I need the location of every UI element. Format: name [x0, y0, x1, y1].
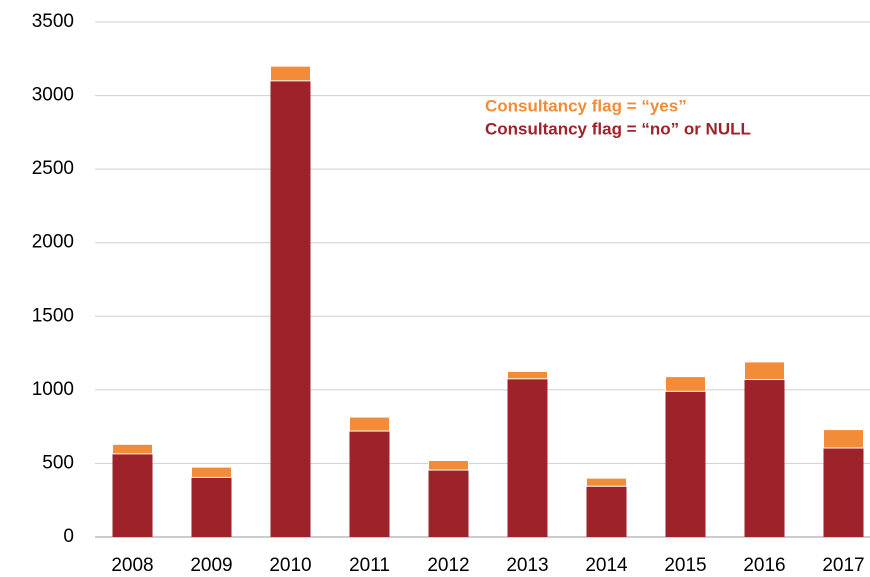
x-tick-label: 2017	[822, 555, 864, 576]
bar-segment	[428, 459, 469, 471]
bar-segment	[823, 429, 864, 449]
x-tick-label: 2013	[506, 555, 548, 576]
bar-segment	[744, 361, 785, 381]
bar-segment	[744, 379, 785, 537]
bar-segment	[112, 443, 153, 455]
y-tick-label: 1500	[32, 305, 74, 326]
y-tick-label: 3500	[32, 11, 74, 32]
x-tick-label: 2016	[743, 555, 785, 576]
y-tick-label: 0	[63, 526, 74, 547]
bar-segment	[349, 431, 390, 537]
x-tick-label: 2014	[585, 555, 628, 576]
x-tick-label: 2015	[664, 555, 706, 576]
bar-segment	[349, 416, 390, 432]
bar-segment	[428, 470, 469, 537]
bar-segment	[270, 65, 311, 82]
y-tick-label: 1000	[32, 379, 74, 400]
bar-segment	[665, 376, 706, 392]
bar-segment	[507, 370, 548, 380]
bar-segment	[507, 378, 548, 537]
bar-segment	[665, 391, 706, 537]
bar-segment	[191, 477, 232, 537]
x-tick-label: 2011	[349, 555, 390, 576]
legend-entry: Consultancy flag = “no” or NULL	[485, 119, 751, 138]
bar-segment	[586, 486, 627, 537]
bar-segment	[112, 453, 153, 537]
y-tick-label: 2000	[32, 232, 74, 253]
bar-segment	[191, 466, 232, 478]
x-tick-label: 2010	[269, 555, 311, 576]
y-tick-label: 2500	[32, 158, 74, 179]
legend-entry: Consultancy flag = “yes”	[485, 96, 687, 115]
x-tick-label: 2009	[190, 555, 232, 576]
bar-segment	[586, 477, 627, 487]
x-tick-label: 2012	[427, 555, 469, 576]
y-tick-label: 500	[42, 452, 74, 473]
y-tick-label: 3000	[32, 85, 74, 106]
bar-segment	[270, 80, 311, 537]
bar-segment	[823, 447, 864, 537]
x-tick-label: 2008	[111, 555, 153, 576]
